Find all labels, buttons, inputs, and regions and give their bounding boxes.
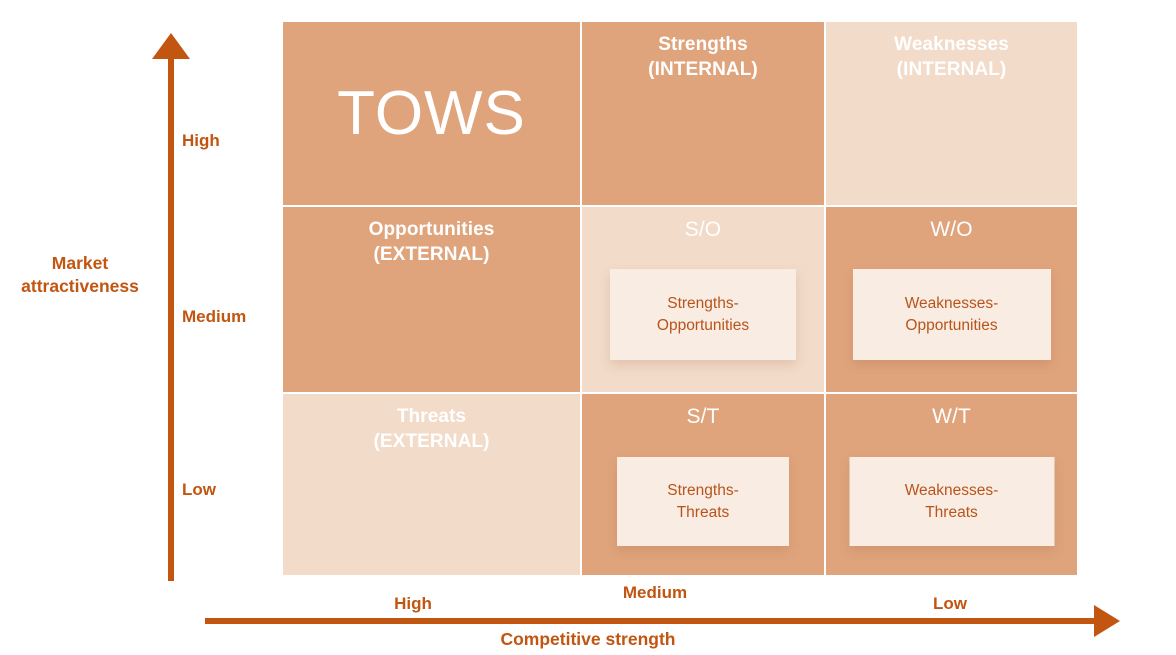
note-wt-text: Weaknesses- Threats [905, 480, 999, 524]
matrix-grid: TOWS Strengths (INTERNAL) Weaknesses (IN… [283, 22, 1077, 575]
opportunities-label: Opportunities [368, 219, 495, 240]
cell-header-strengths-label: Strengths (INTERNAL) [582, 32, 824, 82]
note-wo-line1: Weaknesses- [904, 294, 999, 312]
x-axis-title: Competitive strength [500, 629, 676, 649]
strengths-label: Strengths [658, 34, 748, 55]
cell-strategy-wt: W/T Weaknesses- Threats [826, 394, 1077, 575]
note-card-st: Strengths- Threats [617, 457, 789, 546]
cell-code-wo: W/O [930, 218, 973, 241]
y-axis-line [168, 56, 174, 581]
cell-header-opportunities: Opportunities (EXTERNAL) [283, 207, 580, 392]
strengths-scope: (INTERNAL) [648, 59, 758, 80]
note-st-text: Strengths- Threats [667, 480, 739, 524]
cell-header-weaknesses: Weaknesses (INTERNAL) [826, 22, 1077, 205]
weaknesses-scope: (INTERNAL) [896, 59, 1007, 80]
cell-strategy-wo: W/O Weaknesses- Opportunities [826, 207, 1077, 392]
note-wo-text: Weaknesses- Opportunities [905, 293, 999, 337]
cell-code-wt: W/T [932, 405, 971, 428]
cell-brand-tows: TOWS [283, 22, 580, 205]
y-axis-arrow-icon [152, 33, 190, 59]
y-axis-title: Market attractiveness [0, 252, 160, 298]
opportunities-scope: (EXTERNAL) [373, 244, 490, 265]
y-axis-title-line2: attractiveness [21, 276, 139, 296]
cell-strategy-st: S/T Strengths- Threats [582, 394, 824, 575]
threats-label: Threats [396, 406, 467, 427]
cell-strategy-so: S/O Strengths- Opportunities [582, 207, 824, 392]
cell-header-strengths: Strengths (INTERNAL) [582, 22, 824, 205]
weaknesses-label: Weaknesses [894, 34, 1009, 55]
note-card-wo: Weaknesses- Opportunities [852, 269, 1051, 360]
cell-header-threats-label: Threats (EXTERNAL) [283, 404, 580, 454]
x-axis-line [205, 618, 1100, 624]
x-axis-tick-high: High [394, 594, 432, 613]
x-axis-arrow-icon [1094, 605, 1120, 637]
note-so-line1: Strengths- [667, 294, 739, 312]
x-axis-tick-low: Low [933, 594, 967, 613]
note-wo-line2: Opportunities [905, 316, 998, 334]
note-wt-line2: Threats [925, 503, 978, 521]
note-st-line2: Threats [676, 503, 730, 521]
brand-title: TOWS [337, 78, 526, 148]
x-axis-tick-medium: Medium [622, 583, 688, 602]
cell-code-st: S/T [686, 405, 720, 428]
note-st-line1: Strengths- [667, 481, 739, 499]
cell-code-so: S/O [684, 218, 722, 241]
cell-header-opportunities-label: Opportunities (EXTERNAL) [283, 217, 580, 267]
note-so-text: Strengths- Opportunities [657, 293, 749, 337]
y-axis-tick-low: Low [182, 480, 216, 499]
threats-scope: (EXTERNAL) [373, 431, 490, 452]
note-card-wt: Weaknesses- Threats [849, 457, 1054, 546]
y-axis-title-line1: Market [51, 253, 109, 273]
cell-header-threats: Threats (EXTERNAL) [283, 394, 580, 575]
note-so-line2: Opportunities [656, 316, 750, 334]
cell-header-weaknesses-label: Weaknesses (INTERNAL) [826, 32, 1077, 82]
y-axis-tick-medium: Medium [182, 307, 247, 326]
y-axis-tick-high: High [182, 131, 220, 150]
note-card-so: Strengths- Opportunities [610, 269, 796, 360]
note-wt-line1: Weaknesses- [904, 481, 999, 499]
